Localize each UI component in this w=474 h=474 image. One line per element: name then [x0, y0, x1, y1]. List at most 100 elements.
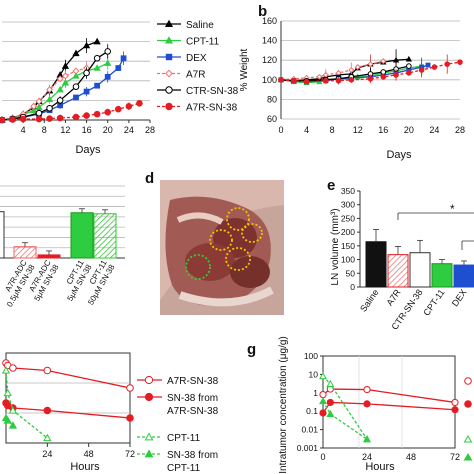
series-dex-point	[115, 65, 122, 71]
y-tick-label: 100	[304, 351, 318, 361]
x-tick-label: 4	[304, 125, 309, 135]
x-tick-label: 12	[60, 125, 70, 135]
series-dex-point	[73, 94, 79, 101]
series-cpt-11-point	[326, 379, 335, 388]
legend-label-cpt-11: CPT-11	[167, 433, 201, 444]
series-a7r-sn-38-point	[322, 77, 329, 84]
series-a7r-line	[1, 67, 87, 121]
legend-line-1: SN-38 from	[167, 393, 218, 404]
series-cpt-11-point	[56, 85, 64, 93]
panel-b-xlabel: Days	[386, 149, 412, 161]
series-a7r-sn-38-point	[380, 74, 387, 80]
tissue-photo	[160, 180, 284, 315]
series-a7r-point	[56, 75, 64, 83]
panel-a: 4 8 12 16 20 24 28 Days Saline CPT-11 DEX A7R CTR-…	[0, 19, 239, 156]
series-sn-38-from-a7r-sn-38-point	[126, 414, 134, 422]
x-tick-label: 48	[406, 452, 416, 462]
series-dex-point	[94, 82, 101, 89]
series-saline-point	[405, 55, 413, 62]
series-a7r-sn-38-point	[444, 61, 451, 67]
panel-d: d	[145, 170, 284, 315]
panel-b: b 60 80 100 120 140 160 0 4 8 12 16 20 24 28 % Weigh…	[239, 3, 465, 161]
legend-label-a7r: A7R	[186, 70, 205, 81]
x-tick-label: 4	[21, 125, 26, 135]
panel-e: e LN volume (mm³) 050100150200250300350 …	[327, 177, 474, 332]
legend-line-2: A7R-SN-38	[167, 406, 219, 417]
panel-b-ylabel: % Weight	[239, 48, 250, 91]
series-saline-point	[93, 37, 101, 45]
panel-g-xlabel: Hours	[365, 461, 395, 473]
series-a7r-sn-38-point	[136, 100, 143, 107]
series-sn-38-from-a7r-sn-38-point	[319, 409, 327, 417]
series-a7r-sn-38-point	[114, 105, 122, 113]
series-a7r-sn-38-point	[303, 78, 310, 85]
panel-d-letter: d	[145, 170, 154, 187]
series-a7r-sn-38-point	[9, 116, 16, 123]
series-sn-38-from-cpt-11-point	[3, 416, 12, 424]
legend-marker	[164, 19, 174, 28]
series-saline-point	[72, 49, 80, 57]
y-tick-label: 60	[267, 114, 277, 124]
series-dex-point	[104, 74, 111, 80]
legend-marker	[165, 53, 173, 61]
series-a7r-point	[380, 58, 387, 65]
legend-marker	[144, 392, 154, 402]
series-a7r-point	[30, 102, 38, 110]
panel-b-letter: b	[258, 3, 267, 20]
series-cpt-11-point	[93, 64, 101, 71]
x-tick-label: 24	[124, 125, 134, 135]
series-a7r-sn-38-point	[0, 116, 6, 124]
bar-a7r	[387, 254, 409, 288]
series-sn-38-from-a7r-sn-38-point	[326, 398, 334, 407]
series-ctr-sn-38-point	[380, 69, 387, 75]
y-tick-label: 1	[313, 388, 318, 398]
panel-g: g Intratumor concentration (μg/g) 0.0010…	[247, 336, 473, 474]
legend-marker-edge	[464, 400, 472, 408]
legend-marker	[144, 375, 154, 385]
series-cpt-11-point	[3, 388, 12, 397]
x-tick-label: 72	[125, 449, 135, 459]
series-a7r-point	[61, 72, 69, 80]
x-tick-label: 12	[353, 125, 363, 135]
series-dex-point	[120, 55, 127, 62]
series-a7r-sn-38-point	[19, 115, 27, 123]
plot-frame	[5, 352, 131, 444]
panel-e-letter: e	[327, 177, 335, 194]
x-category-label: A7R	[384, 287, 403, 307]
series-a7r-point	[316, 73, 323, 80]
x-category-label: Saline	[358, 287, 381, 313]
series-a7r-line	[280, 60, 384, 81]
legend-marker	[165, 102, 173, 111]
x-tick-label: 28	[455, 125, 465, 135]
series-a7r-sn-38-point	[125, 102, 133, 110]
legend-marker	[165, 86, 173, 94]
x-tick-label: 20	[103, 125, 113, 135]
series-a7r-point	[367, 61, 374, 68]
legend-label-a7r-sn-38: A7R-SN-38	[167, 376, 219, 387]
series-sn-38-from-cpt-11-point	[319, 397, 327, 405]
series-a7r-sn-38-point	[393, 72, 399, 78]
series-ctr-sn-38-point	[406, 63, 412, 69]
series-a7r-sn-38-point	[35, 115, 43, 123]
series-ctr-sn-38-line	[280, 65, 410, 82]
x-category-label: DEX	[450, 287, 469, 308]
y-tick-label: 0.01	[301, 425, 318, 435]
series-ctr-sn-38-point	[104, 48, 112, 55]
series-ctr-sn-38-point	[35, 109, 43, 117]
bar-cpt-11	[431, 263, 453, 288]
series-a7r-sn-38-point	[104, 108, 112, 116]
bar-a7r-adc-5um	[37, 254, 61, 259]
legend-label-ctr-sn-38: CTR-SN-38	[186, 86, 239, 97]
series-a7r-sn-38-point	[431, 64, 438, 70]
series-cpt-11-point	[8, 406, 18, 414]
y-tick-label: 80	[267, 94, 277, 104]
panel-g-ylabel: Intratumor concentration (μg/g)	[278, 336, 289, 474]
series-a7r-sn-38-point	[9, 364, 17, 372]
x-tick-label: 72	[450, 452, 460, 462]
x-tick-label: 16	[82, 125, 92, 135]
series-ctr-sn-38-point	[93, 54, 101, 62]
bar-partial	[0, 211, 5, 259]
series-a7r-sn-38-point	[335, 77, 342, 84]
legend-label-sn-38-from-cpt-11: SN-38 from CPT-11	[167, 450, 218, 474]
